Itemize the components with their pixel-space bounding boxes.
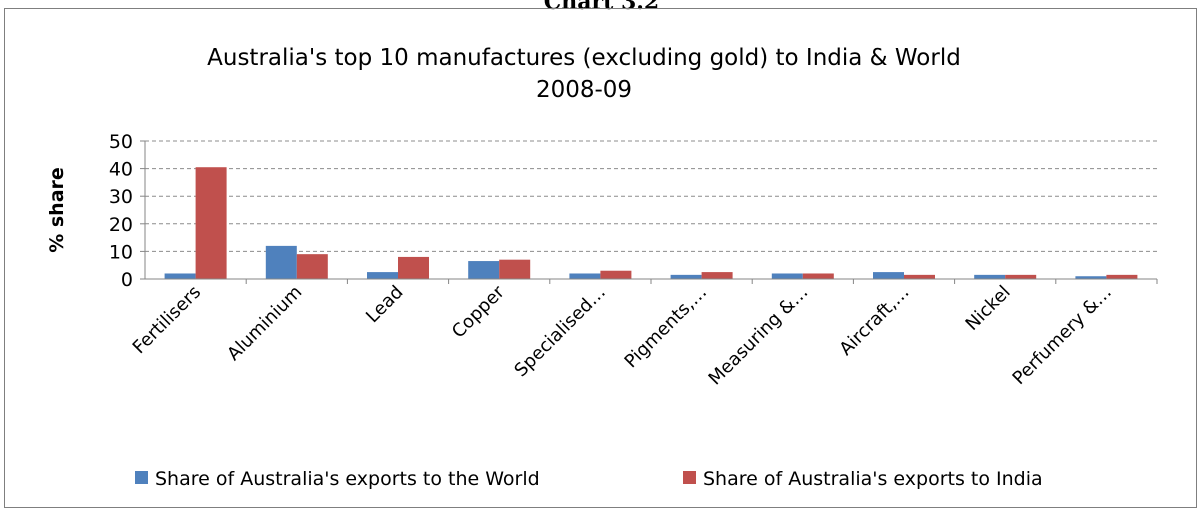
bar-india [195,167,227,279]
y-tick-labels: 0 10 20 30 40 50 [109,131,133,291]
chart-title-line-1: Australia's top 10 manufactures (excludi… [207,45,961,71]
bar-india [499,259,531,279]
bar-world [771,273,803,279]
chart-frame: Australia's top 10 manufactures (excludi… [4,8,1197,508]
x-category-label: Lead [362,282,407,327]
legend-swatch-india [683,471,696,484]
legend-label-india: Share of Australia's exports to India [703,468,1043,490]
gridlines [145,140,1157,252]
bar-india [904,274,935,279]
bar-world [164,273,196,279]
legend-label-world: Share of Australia's exports to the Worl… [155,468,540,490]
x-category-label: Nickel [962,282,1015,335]
bars [164,167,1138,279]
chart-caption: Chart 3.2 [543,0,660,15]
y-tick-label: 50 [109,131,133,153]
x-category-label: Specialised… [510,282,610,382]
bar-india [701,272,733,279]
bar-india [1106,274,1138,279]
x-category-labels: Fertilisers Aluminium Lead Copper Specialise… [129,281,1116,389]
bar-world [265,245,297,279]
x-category-label: Copper [448,281,509,342]
x-category-label: Aluminium [223,282,306,365]
y-tick-label: 30 [109,186,133,208]
y-tick-label: 20 [109,214,133,236]
bar-world [974,274,1006,279]
y-tick-label: 0 [121,269,133,291]
y-tick-label: 10 [109,241,133,263]
x-category-label: Fertilisers [129,282,205,358]
axes [140,140,1158,284]
chart-title-line-2: 2008-09 [536,77,632,103]
bar-world [873,272,904,279]
legend-swatch-world [135,471,148,484]
y-axis-label: % share [46,167,68,253]
x-category-label: Pigments,… [621,282,712,373]
x-category-label: Perfumery &… [1009,282,1116,389]
bar-india [1005,274,1037,279]
x-category-label: Aircraft,… [835,282,913,360]
bar-india [296,254,328,279]
bar-world [670,274,702,279]
bar-india [802,273,834,279]
bar-chart: Australia's top 10 manufactures (excludi… [46,45,1158,490]
bar-world [569,273,601,279]
legend: Share of Australia's exports to the Worl… [135,468,1043,490]
bar-world [367,272,398,279]
y-tick-label: 40 [109,159,133,181]
bar-world [468,261,500,279]
bar-india [600,270,632,279]
x-category-label: Measuring &… [705,282,813,390]
bar-india [398,256,429,279]
bar-world [1075,276,1107,279]
